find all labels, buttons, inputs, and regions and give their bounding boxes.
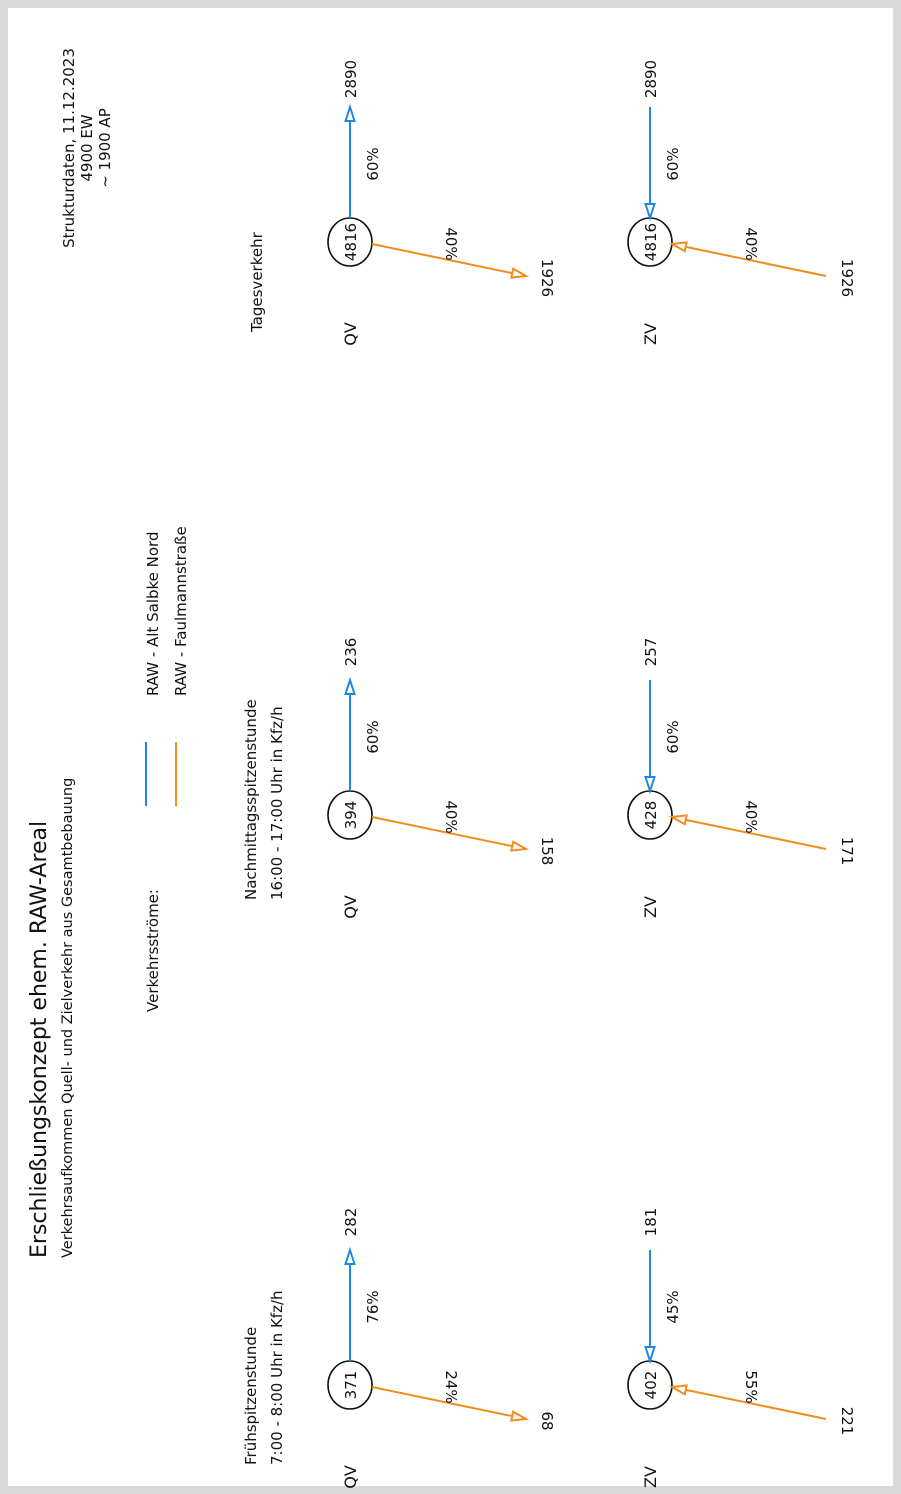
tag-qv-label: QV <box>341 322 360 346</box>
nachmittag-zv-total: 428 <box>642 801 660 830</box>
structure-line-2: 4900 EW <box>78 114 96 181</box>
nachmittag-qv-orange-pct: 40% <box>442 800 460 833</box>
tag-qv-blue-pct: 60% <box>364 147 382 180</box>
nachmittag-qv-orange-value: 158 <box>538 837 556 866</box>
frueh-qv-blue-pct: 76% <box>364 1290 382 1323</box>
nachmittag-qv-label: QV <box>341 895 360 919</box>
tag-qv-blue-arrowhead <box>344 103 356 122</box>
nachmittag-zv-orange-arrowhead <box>668 814 688 826</box>
tag-qv-blue-value: 2890 <box>342 60 360 98</box>
legend-label-faulmann: RAW - Faulmannstraße <box>172 526 190 696</box>
tag-zv-orange-value: 1926 <box>838 259 856 297</box>
nachmittag-zv-blue-arrowhead <box>644 776 656 795</box>
nachmittag-zv-blue-pct: 60% <box>664 720 682 753</box>
nachmittag-qv-blue-pct: 60% <box>364 720 382 753</box>
frueh-qv-blue-value: 282 <box>342 1208 360 1237</box>
frueh-qv-total: 371 <box>342 1371 360 1400</box>
frueh-qv-blue-arrowhead <box>344 1246 356 1265</box>
nachmittag-qv-orange-line <box>371 816 527 850</box>
frueh-qv-orange-line <box>371 1386 527 1420</box>
nachmittag-qv-total: 394 <box>342 801 360 830</box>
tag-zv-label: ZV <box>641 323 660 345</box>
heading-tag-1: Tagesverkehr <box>248 231 266 333</box>
frueh-zv-orange-line <box>671 1386 827 1420</box>
tag-zv-blue-pct: 60% <box>664 147 682 180</box>
tag-zv-blue-arrowhead <box>644 203 656 222</box>
legend-label-alt-salbke: RAW - Alt Salbke Nord <box>144 532 162 697</box>
nachmittag-qv-blue-value: 236 <box>342 638 360 667</box>
flow-diagrams: QV 371 282 76% 68 24% ZV 402 181 45% 221 55% QV 394 23… <box>327 60 856 1489</box>
page-subtitle: Verkehrsaufkommen Quell- und Zielverkehr… <box>60 778 76 1258</box>
tag-zv-orange-arrowhead <box>668 241 688 253</box>
frueh-qv-orange-arrowhead <box>510 1410 530 1422</box>
tag-qv-total: 4816 <box>342 223 360 261</box>
frueh-zv-blue-arrowhead <box>644 1346 656 1365</box>
page-title: Erschließungskonzept ehem. RAW-Areal <box>27 821 52 1258</box>
heading-frueh-1: Frühspitzenstunde <box>242 1327 260 1465</box>
nachmittag-zv-orange-pct: 40% <box>742 800 760 833</box>
heading-frueh-2: 7:00 - 8:00 Uhr in Kfz/h <box>268 1291 286 1466</box>
legend-heading: Verkehrsströme: <box>144 889 162 1012</box>
tag-zv-total: 4816 <box>642 223 660 261</box>
frueh-qv-label: QV <box>341 1465 360 1489</box>
nachmittag-qv-blue-arrowhead <box>344 676 356 695</box>
frueh-qv-orange-pct: 24% <box>442 1370 460 1403</box>
tag-zv-orange-pct: 40% <box>742 227 760 260</box>
frueh-zv-orange-pct: 55% <box>742 1370 760 1403</box>
nachmittag-zv-label: ZV <box>641 896 660 918</box>
tag-qv-orange-value: 1926 <box>538 259 556 297</box>
frueh-zv-orange-value: 221 <box>838 1407 856 1436</box>
paper <box>8 8 893 1486</box>
frueh-zv-orange-arrowhead <box>668 1384 688 1396</box>
nachmittag-zv-blue-value: 257 <box>642 638 660 667</box>
tag-zv-orange-line <box>671 243 827 277</box>
tag-zv-blue-value: 2890 <box>642 60 660 98</box>
heading-nachmittag-1: Nachmittagsspitzenstunde <box>242 699 260 900</box>
frueh-zv-label: ZV <box>641 1466 660 1488</box>
tag-qv-orange-pct: 40% <box>442 227 460 260</box>
frueh-zv-blue-value: 181 <box>642 1208 660 1237</box>
nachmittag-zv-orange-value: 171 <box>838 837 856 866</box>
frueh-zv-total: 402 <box>642 1371 660 1400</box>
structure-line-1: Strukturdaten, 11.12.2023 <box>60 48 78 248</box>
frueh-zv-blue-pct: 45% <box>664 1290 682 1323</box>
structure-line-3: ~ 1900 AP <box>96 108 114 188</box>
nachmittag-zv-orange-line <box>671 816 827 850</box>
tag-qv-orange-arrowhead <box>510 267 530 279</box>
frueh-qv-orange-value: 68 <box>538 1411 556 1430</box>
nachmittag-qv-orange-arrowhead <box>510 840 530 852</box>
tag-qv-orange-line <box>371 243 527 277</box>
heading-nachmittag-2: 16:00 - 17:00 Uhr in Kfz/h <box>268 706 286 900</box>
